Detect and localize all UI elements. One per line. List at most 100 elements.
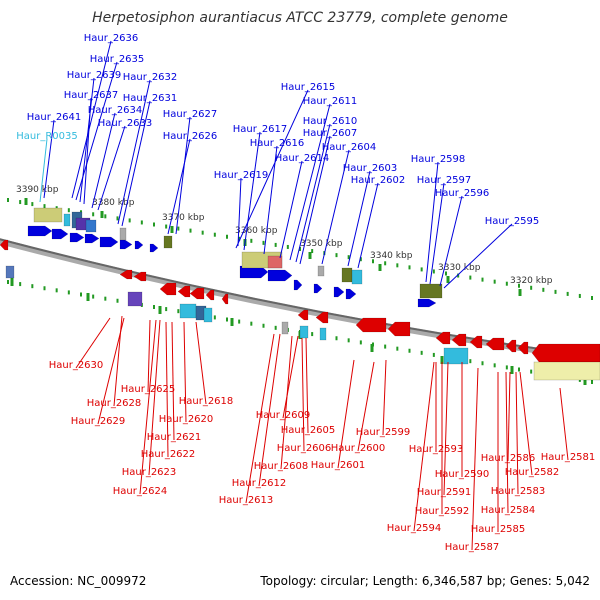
reverse-gene-arrow[interactable]	[0, 239, 9, 251]
feature-box-khaki[interactable]	[33, 207, 63, 223]
gene-label-top[interactable]: Haur_2626	[163, 131, 218, 142]
gene-label-top[interactable]: Haur_2636	[84, 33, 139, 44]
gene-label-top[interactable]: Haur_2633	[98, 118, 153, 129]
reverse-gene-arrow[interactable]	[387, 321, 411, 337]
gene-label-top[interactable]: Haur_2607	[303, 128, 358, 139]
reverse-gene-arrow[interactable]	[297, 309, 309, 321]
gene-label-bottom[interactable]: Haur_2586	[481, 453, 536, 464]
reverse-gene-arrow[interactable]	[205, 289, 215, 301]
gene-label-bottom[interactable]: Haur_2584	[481, 505, 536, 516]
gene-label-bottom[interactable]: Haur_2620	[159, 414, 214, 425]
gene-label-bottom[interactable]: Haur_2606	[277, 443, 332, 454]
rna-gene[interactable]	[179, 303, 197, 319]
gene-label-bottom[interactable]: Haur_2599	[356, 427, 411, 438]
reverse-gene-arrow[interactable]	[119, 269, 133, 280]
gene-label-bottom[interactable]: Haur_2609	[256, 410, 311, 421]
gene-label-bottom[interactable]: Haur_2601	[311, 460, 366, 471]
forward-gene-arrow[interactable]	[119, 239, 133, 250]
rna-gene[interactable]	[319, 327, 327, 341]
gene-label-top[interactable]: Haur_2602	[351, 175, 406, 186]
gene-label-top[interactable]: Haur_2598	[411, 154, 466, 165]
forward-gene-arrow[interactable]	[417, 298, 437, 308]
reverse-gene-arrow[interactable]	[133, 271, 147, 282]
gene-label-bottom[interactable]: Haur_2587	[445, 542, 500, 553]
reverse-gene-arrow[interactable]	[159, 282, 177, 296]
gene-label-bottom[interactable]: Haur_2583	[491, 486, 546, 497]
gene-label-bottom[interactable]: Haur_2600	[331, 443, 386, 454]
gene-label-bottom[interactable]: Haur_2593	[409, 444, 464, 455]
feature-box-grey[interactable]	[317, 265, 325, 277]
gene-label-top[interactable]: Haur_2597	[417, 175, 472, 186]
reverse-gene-arrow[interactable]	[451, 333, 467, 347]
forward-gene-arrow[interactable]	[51, 228, 69, 240]
gene-label-top[interactable]: Haur_2596	[435, 188, 490, 199]
feature-box-olive[interactable]	[419, 283, 443, 299]
reverse-gene-arrow[interactable]	[177, 285, 191, 298]
gene-label-top[interactable]: Haur_2595	[485, 216, 540, 227]
gene-label-top[interactable]: Haur_2627	[163, 109, 218, 120]
gene-label-bottom[interactable]: Haur_2630	[49, 360, 104, 371]
rna-gene[interactable]	[351, 269, 363, 285]
forward-gene-arrow[interactable]	[345, 288, 357, 300]
feature-box-khaki[interactable]	[533, 361, 600, 381]
gene-label-top[interactable]: Haur_2619	[214, 170, 269, 181]
gene-label-bottom[interactable]: Haur_2628	[87, 398, 142, 409]
rna-gene[interactable]	[203, 307, 213, 323]
gene-label-top[interactable]: Haur_2614	[275, 153, 330, 164]
reverse-gene-arrow[interactable]	[435, 331, 451, 345]
gene-label-top[interactable]: Haur_2615	[281, 82, 336, 93]
gene-label-top[interactable]: Haur_2617	[233, 124, 288, 135]
gene-label-bottom[interactable]: Haur_2623	[122, 467, 177, 478]
forward-gene-arrow[interactable]	[69, 232, 85, 243]
gene-label-bottom[interactable]: Haur_2622	[141, 449, 196, 460]
reverse-gene-arrow[interactable]	[485, 337, 505, 351]
reverse-gene-arrow[interactable]	[189, 287, 205, 300]
gene-label-bottom[interactable]: Haur_2591	[417, 487, 472, 498]
forward-gene-arrow[interactable]	[313, 283, 323, 294]
feature-box[interactable]	[85, 219, 97, 233]
gene-label-top[interactable]: Haur_2616	[250, 138, 305, 149]
gene-features-layer[interactable]	[0, 207, 600, 381]
gene-label-bottom[interactable]: Haur_2592	[415, 506, 470, 517]
feature-box-grey[interactable]	[119, 227, 127, 241]
reverse-gene-arrow[interactable]	[315, 311, 329, 324]
gene-label-bottom[interactable]: Haur_2621	[147, 432, 202, 443]
gene-label-top[interactable]: Haur_2603	[343, 163, 398, 174]
forward-gene-arrow[interactable]	[333, 286, 345, 298]
gene-label-top[interactable]: Haur_2635	[90, 54, 145, 65]
forward-gene-arrow[interactable]	[84, 233, 100, 244]
reverse-gene-arrow[interactable]	[531, 343, 600, 363]
gene-label-bottom[interactable]: Haur_2618	[179, 396, 234, 407]
gene-label-bottom[interactable]: Haur_2590	[435, 469, 490, 480]
reverse-gene-arrow[interactable]	[505, 339, 517, 353]
gene-label-bottom[interactable]: Haur_2581	[541, 452, 596, 463]
gene-label-top[interactable]: Haur_2641	[27, 112, 82, 123]
gene-label-top[interactable]: Haur_2631	[123, 93, 178, 104]
forward-gene-arrow[interactable]	[134, 240, 144, 250]
gene-label-bottom[interactable]: Haur_2585	[471, 524, 526, 535]
gene-label-bottom[interactable]: Haur_2612	[232, 478, 287, 489]
forward-gene-arrow[interactable]	[27, 225, 53, 237]
reverse-gene-arrow[interactable]	[221, 293, 229, 305]
gene-label-bottom[interactable]: Haur_2582	[505, 467, 560, 478]
gene-label-bottom[interactable]: Haur_2613	[219, 495, 274, 506]
feature-box-olive[interactable]	[163, 235, 173, 249]
feature-box[interactable]	[127, 291, 143, 307]
rna-gene[interactable]	[63, 213, 71, 227]
gene-label-top[interactable]: Haur_2639	[67, 70, 122, 81]
forward-gene-arrow[interactable]	[293, 279, 303, 291]
rna-gene[interactable]	[299, 325, 309, 339]
gene-box[interactable]	[5, 265, 15, 279]
gene-label-top[interactable]: Haur_2637	[64, 90, 119, 101]
gene-label-top[interactable]: Haur_2632	[123, 72, 178, 83]
gene-label-bottom[interactable]: Haur_2629	[71, 416, 126, 427]
forward-gene-arrow[interactable]	[99, 236, 119, 248]
feature-box-grey[interactable]	[281, 321, 289, 335]
gene-label-top[interactable]: Haur_R0035	[16, 131, 78, 142]
gene-label-bottom[interactable]: Haur_2608	[254, 461, 309, 472]
gene-label-top[interactable]: Haur_2610	[303, 116, 358, 127]
forward-gene-arrow[interactable]	[267, 269, 293, 282]
gene-labels-layer[interactable]: Haur_2636 Haur_2635 Haur_2639 Haur_2632 Haur…	[16, 33, 595, 553]
reverse-gene-arrow[interactable]	[517, 341, 529, 355]
